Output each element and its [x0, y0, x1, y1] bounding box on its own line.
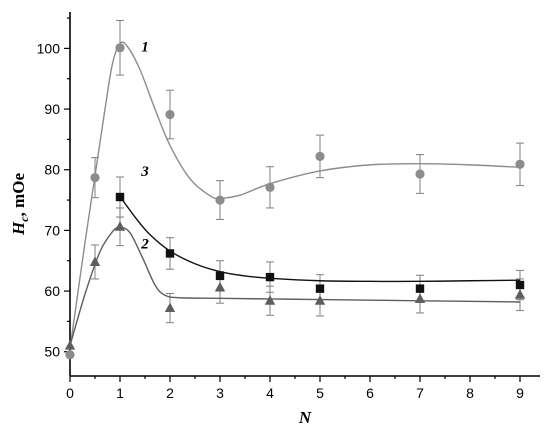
data-point-square — [265, 272, 275, 282]
error-bars — [91, 19, 524, 324]
data-point-circle — [65, 350, 75, 360]
data-point-circle — [90, 173, 100, 183]
data-point-square — [215, 271, 225, 281]
y-tick-label: 100 — [37, 40, 61, 56]
fit-curve-1 — [69, 41, 521, 349]
data-point-circle — [115, 43, 125, 53]
data-point-circle — [515, 159, 525, 169]
data-point-square — [315, 284, 325, 293]
x-tick-label: 2 — [166, 385, 174, 401]
data-markers — [64, 43, 526, 360]
series-label-1: 1 — [141, 39, 149, 55]
x-tick-label: 9 — [516, 385, 524, 401]
x-tick-label: 0 — [66, 385, 74, 401]
y-tick-label: 70 — [44, 222, 60, 238]
x-tick-label: 6 — [366, 385, 374, 401]
x-tick-label: 4 — [266, 385, 274, 401]
data-point-triangle — [64, 340, 76, 350]
data-point-square — [115, 192, 125, 202]
fit-curves — [69, 41, 521, 349]
data-point-triangle — [89, 256, 101, 266]
data-point-triangle — [164, 302, 176, 313]
series-label-3: 3 — [140, 164, 149, 180]
fit-curve-2 — [69, 226, 521, 346]
y-axis-title-main: H — [9, 221, 28, 236]
axes: 0 1 2 3 4 5 6 7 8 9 50 60 70 80 90 100 — [37, 12, 540, 401]
x-tick-label: 3 — [216, 385, 224, 401]
x-tick-label: 7 — [416, 385, 424, 401]
fit-curve-3 — [119, 196, 521, 283]
x-axis-title: N — [298, 408, 312, 427]
y-axis-title-subscript: c — [17, 216, 31, 222]
series-label-2: 2 — [140, 237, 149, 253]
y-axis-title: Hc, mOe — [9, 173, 31, 236]
data-point-triangle — [514, 289, 526, 299]
x-tick-label: 5 — [316, 385, 324, 401]
data-point-square — [415, 284, 425, 293]
data-point-circle — [215, 195, 225, 205]
data-point-triangle — [414, 293, 426, 303]
y-tick-label: 60 — [44, 283, 60, 299]
data-point-square — [515, 280, 525, 290]
data-point-triangle — [314, 295, 326, 305]
y-tick-label: 80 — [44, 162, 60, 178]
data-point-triangle — [114, 221, 126, 231]
data-point-circle — [315, 151, 325, 161]
data-point-circle — [265, 182, 275, 192]
x-tick-label: 1 — [116, 385, 124, 401]
data-point-square — [165, 249, 175, 258]
data-point-triangle — [214, 281, 226, 292]
y-tick-label: 90 — [44, 101, 60, 117]
data-point-circle — [165, 109, 175, 120]
data-point-triangle — [264, 295, 276, 305]
y-tick-label: 50 — [44, 344, 60, 360]
series-labels: 1 3 2 — [140, 39, 149, 252]
x-tick-label: 8 — [466, 385, 474, 401]
y-axis-title-unit: , mOe — [9, 173, 28, 217]
data-point-circle — [415, 169, 425, 179]
